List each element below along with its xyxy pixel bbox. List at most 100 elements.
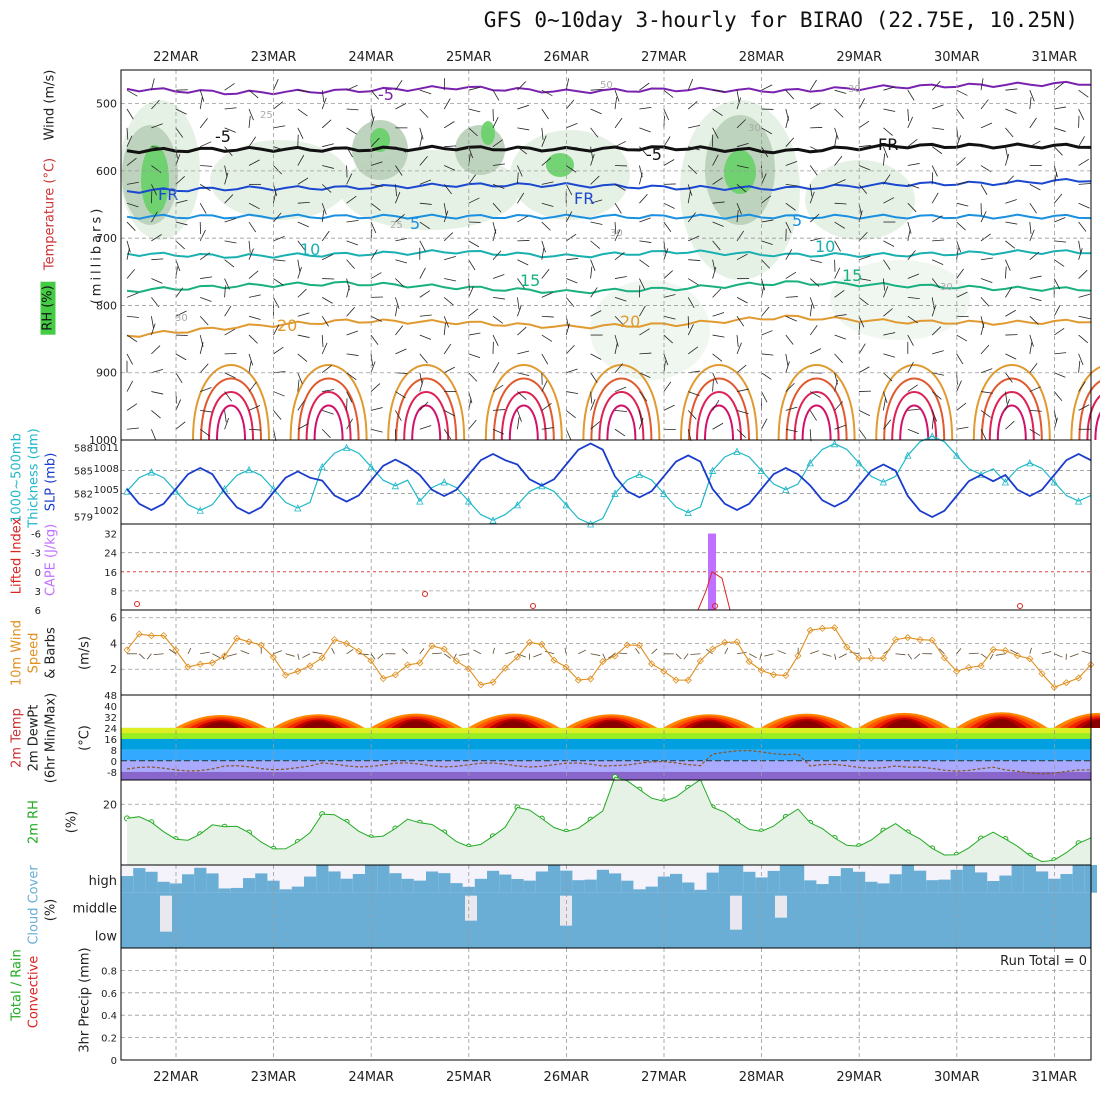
wind-barb xyxy=(199,428,211,437)
wind-barb xyxy=(1029,221,1032,235)
wind-barb xyxy=(224,328,236,336)
cloud-high-bar xyxy=(584,879,597,893)
wind10-barb xyxy=(602,653,606,660)
wind-barb xyxy=(565,297,575,307)
contour-label: 20 xyxy=(620,312,640,331)
wind10-point xyxy=(709,645,717,653)
wind-frame xyxy=(120,609,1092,696)
wind-barb xyxy=(639,127,651,133)
boundary-layer-contour xyxy=(500,391,547,441)
wind10-point xyxy=(123,646,131,654)
wind-barb xyxy=(175,259,181,272)
boundary-layer-contour xyxy=(590,377,653,441)
wind10-barb xyxy=(443,653,451,659)
wind-barb xyxy=(468,286,474,298)
wind-barb xyxy=(1078,404,1090,411)
wind-barb xyxy=(834,334,847,340)
wind-barb xyxy=(712,201,725,204)
wind-barb xyxy=(956,202,969,207)
wind-barb xyxy=(346,127,357,135)
wind-barb xyxy=(541,221,551,231)
thickness-point xyxy=(855,459,863,467)
wind-barb xyxy=(1078,381,1086,392)
wind-barb xyxy=(224,146,233,157)
wind10-point xyxy=(208,659,216,667)
wind-barb xyxy=(590,175,600,185)
wind-barb xyxy=(1029,342,1033,354)
wind-barb xyxy=(419,267,426,279)
wind10-point xyxy=(440,645,448,653)
li-point xyxy=(530,603,536,609)
thickness-point xyxy=(830,439,839,448)
rh-shading xyxy=(590,280,710,380)
wind10-barb xyxy=(578,649,587,655)
wind-barb xyxy=(1029,229,1035,242)
wind-barb xyxy=(663,108,670,121)
wind-barb xyxy=(614,334,619,347)
wind-barb xyxy=(639,106,652,110)
date-label-bottom: 23MAR xyxy=(251,1070,297,1085)
wind-barb xyxy=(1053,82,1064,91)
wind-barb xyxy=(614,141,626,148)
thickness-point xyxy=(1050,478,1058,486)
cloud-high-bar xyxy=(352,874,365,893)
wind-barb xyxy=(200,165,213,167)
temp-mound xyxy=(300,721,337,728)
cloud-high-bar xyxy=(682,882,695,893)
cloud-high-bar xyxy=(1036,871,1049,893)
wind-barb xyxy=(1005,309,1016,317)
wind-barb xyxy=(248,240,251,253)
wind-barb xyxy=(639,172,643,185)
wind-barb xyxy=(151,211,158,223)
wind-barb xyxy=(712,89,725,92)
wind-barb xyxy=(443,184,452,195)
temp-mound xyxy=(886,719,923,728)
wind-barb xyxy=(248,136,257,147)
wind-barb xyxy=(834,89,847,94)
wind-barb xyxy=(834,127,839,140)
wind-barb xyxy=(663,89,674,98)
wind-barb xyxy=(907,183,920,189)
boundary-layer-contour xyxy=(891,391,938,441)
wind-barb xyxy=(614,428,626,437)
wind-barb xyxy=(565,410,576,419)
wind-barb xyxy=(248,202,260,210)
cloud-high-bar xyxy=(938,879,951,893)
wind10-barb xyxy=(1069,653,1079,658)
wind-barb xyxy=(1029,140,1041,148)
wind-barb xyxy=(322,297,333,304)
wind10-barb xyxy=(302,653,311,659)
wind-barb xyxy=(492,229,497,241)
wind10-barb xyxy=(759,653,762,660)
wind-barb xyxy=(956,157,966,166)
cloud-high-bar xyxy=(535,871,548,893)
wind-barb xyxy=(273,391,285,397)
wind10-barb xyxy=(1010,649,1018,655)
wind-barb xyxy=(468,308,479,317)
wind-barb xyxy=(541,353,549,365)
wind-barb xyxy=(566,258,579,261)
wind-barb xyxy=(907,408,920,411)
rh-shading xyxy=(805,160,915,240)
thk-grid xyxy=(121,440,1091,524)
wind-barb xyxy=(932,259,944,265)
wind-barb xyxy=(297,127,304,139)
wind-barb xyxy=(126,247,130,260)
temp-band xyxy=(121,738,1091,750)
wind-barb xyxy=(199,184,211,192)
boundary-layer-contour xyxy=(980,377,1043,441)
date-label-top: 26MAR xyxy=(544,50,590,65)
cloud-mid-low-fill xyxy=(121,892,1091,948)
wind-barb xyxy=(907,334,914,346)
wind-barb xyxy=(443,210,449,223)
wind-barb xyxy=(736,165,749,169)
wind10-barb xyxy=(533,653,542,658)
thickness-point xyxy=(318,462,326,471)
wind-barb xyxy=(785,271,797,279)
wind10-barb xyxy=(358,653,369,656)
wind-barb xyxy=(395,325,404,336)
cloud-high-bar xyxy=(206,873,219,893)
wind-barb xyxy=(224,107,237,110)
wind10-barb xyxy=(995,653,1006,656)
wind10-point xyxy=(538,640,546,648)
